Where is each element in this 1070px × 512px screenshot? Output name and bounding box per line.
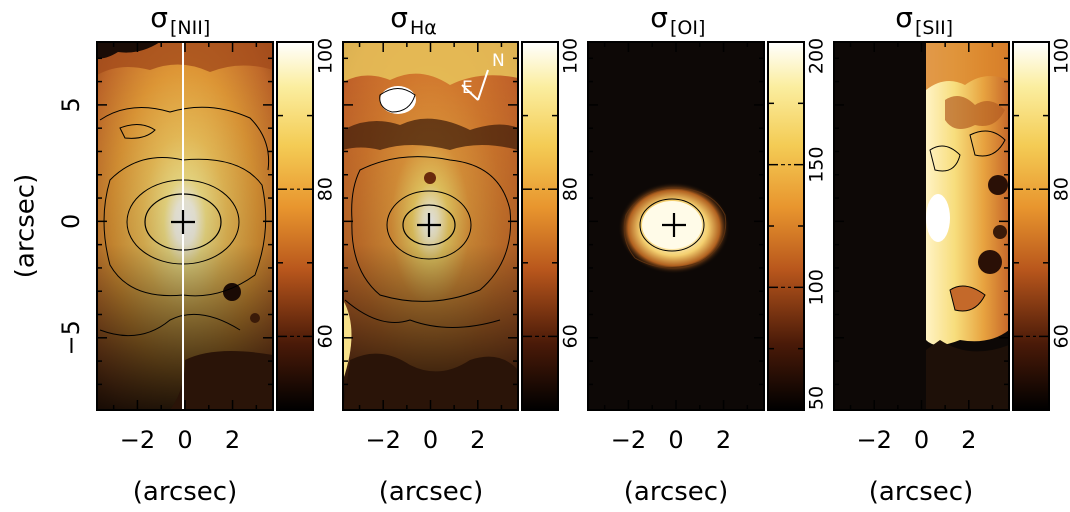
- colorbar-label: 60: [315, 324, 337, 348]
- x-tick-label: 0: [177, 426, 192, 454]
- x-tick-label: −2: [366, 426, 401, 454]
- x-tick-label: 0: [423, 426, 438, 454]
- y-tick-label: 5: [57, 97, 85, 112]
- compass-icon: N E: [461, 51, 505, 101]
- y-tick-labels: 5 0 −5: [57, 97, 85, 355]
- colorbar-label: 60: [560, 324, 582, 348]
- panel-title-sub-sii: [SII]: [915, 17, 953, 39]
- colorbar-label: 80: [1051, 177, 1070, 201]
- panel-title-sub-oi: [OI]: [670, 17, 705, 39]
- colorbar-sii: 100 80 60: [1012, 38, 1070, 411]
- colorbar-ticks: 100 80 60: [277, 38, 337, 348]
- x-tick-label: 2: [225, 426, 240, 454]
- x-tick-label: 0: [914, 426, 929, 454]
- x-tick-label: −2: [857, 426, 892, 454]
- panel-title-oi: σ: [650, 1, 668, 34]
- y-tick-marks: [343, 57, 518, 386]
- colorbar-nii: 100 80 60: [276, 38, 337, 411]
- x-axis-label-nii: (arcsec): [133, 477, 237, 507]
- x-tick-label: 2: [470, 426, 485, 454]
- panel-sii: −2 0 2 100 80 60 σ [SII] (arcsec): [833, 1, 1070, 507]
- nucleus-cross-icon: [417, 213, 441, 237]
- colorbar-label: 200: [806, 38, 828, 74]
- panel-title-sub-nii: [NII]: [170, 17, 210, 39]
- x-axis-ticks: −2 0 2: [358, 42, 503, 454]
- nucleus-cross-icon: [171, 210, 195, 234]
- nucleus-cross-icon: [662, 213, 686, 237]
- x-tick-label: 2: [716, 426, 731, 454]
- x-axis-ticks: −2 0 2: [112, 42, 258, 454]
- colorbar-halpha: 100 80 60: [521, 38, 582, 411]
- x-axis-label-oi: (arcsec): [624, 477, 728, 507]
- x-tick-label: −2: [120, 426, 155, 454]
- panel-title-sii: σ: [895, 1, 913, 34]
- compass-north-label: N: [492, 51, 505, 71]
- panel-title-sub-halpha: Hα: [410, 17, 437, 39]
- panel-nii: −2 0 2 100 80 60 σ [NII] (arcsec): [96, 1, 337, 507]
- colorbar-ticks: 200 150 100 50: [768, 38, 828, 410]
- colorbar-label: 100: [806, 269, 828, 305]
- y-tick-label: −5: [57, 320, 85, 355]
- panel-title-nii: σ: [150, 1, 168, 34]
- y-tick-marks: [834, 57, 1009, 386]
- x-axis-ticks: −2 0 2: [603, 42, 749, 454]
- panel-title-halpha: σ: [390, 1, 408, 34]
- x-axis-ticks: −2 0 2: [849, 42, 994, 454]
- colorbar-label: 100: [315, 38, 337, 74]
- compass-east-label: E: [462, 78, 473, 98]
- colorbar-ticks: 100 80 60: [522, 38, 582, 348]
- y-tick-marks: [97, 57, 273, 386]
- x-tick-label: 2: [961, 426, 976, 454]
- colorbar-oi: 200 150 100 50: [767, 38, 828, 411]
- colorbar-ticks: 100 80 60: [1013, 38, 1070, 348]
- map-nii: [97, 42, 273, 410]
- x-tick-label: 0: [668, 426, 683, 454]
- x-tick-label: −2: [611, 426, 646, 454]
- colorbar-label: 80: [315, 177, 337, 201]
- colorbar-label: 150: [806, 147, 828, 183]
- colorbar-label: 100: [560, 38, 582, 74]
- x-axis-label-sii: (arcsec): [869, 477, 973, 507]
- y-axis-label: (arcsec): [11, 174, 41, 278]
- y-tick-marks: [588, 57, 764, 386]
- map-sii: [834, 42, 1009, 410]
- colorbar-label: 100: [1051, 38, 1070, 74]
- colorbar-label: 80: [560, 177, 582, 201]
- panel-oi: −2 0 2 200 150 100 50 σ [OI] (arcsec): [587, 1, 828, 507]
- colorbar-label: 60: [1051, 324, 1070, 348]
- colorbar-label: 50: [806, 386, 828, 410]
- x-axis-label-halpha: (arcsec): [379, 477, 483, 507]
- y-tick-label: 0: [57, 214, 85, 229]
- panel-halpha: N E −2 0 2 100 80 60 σ Hα (arcsec): [342, 1, 582, 507]
